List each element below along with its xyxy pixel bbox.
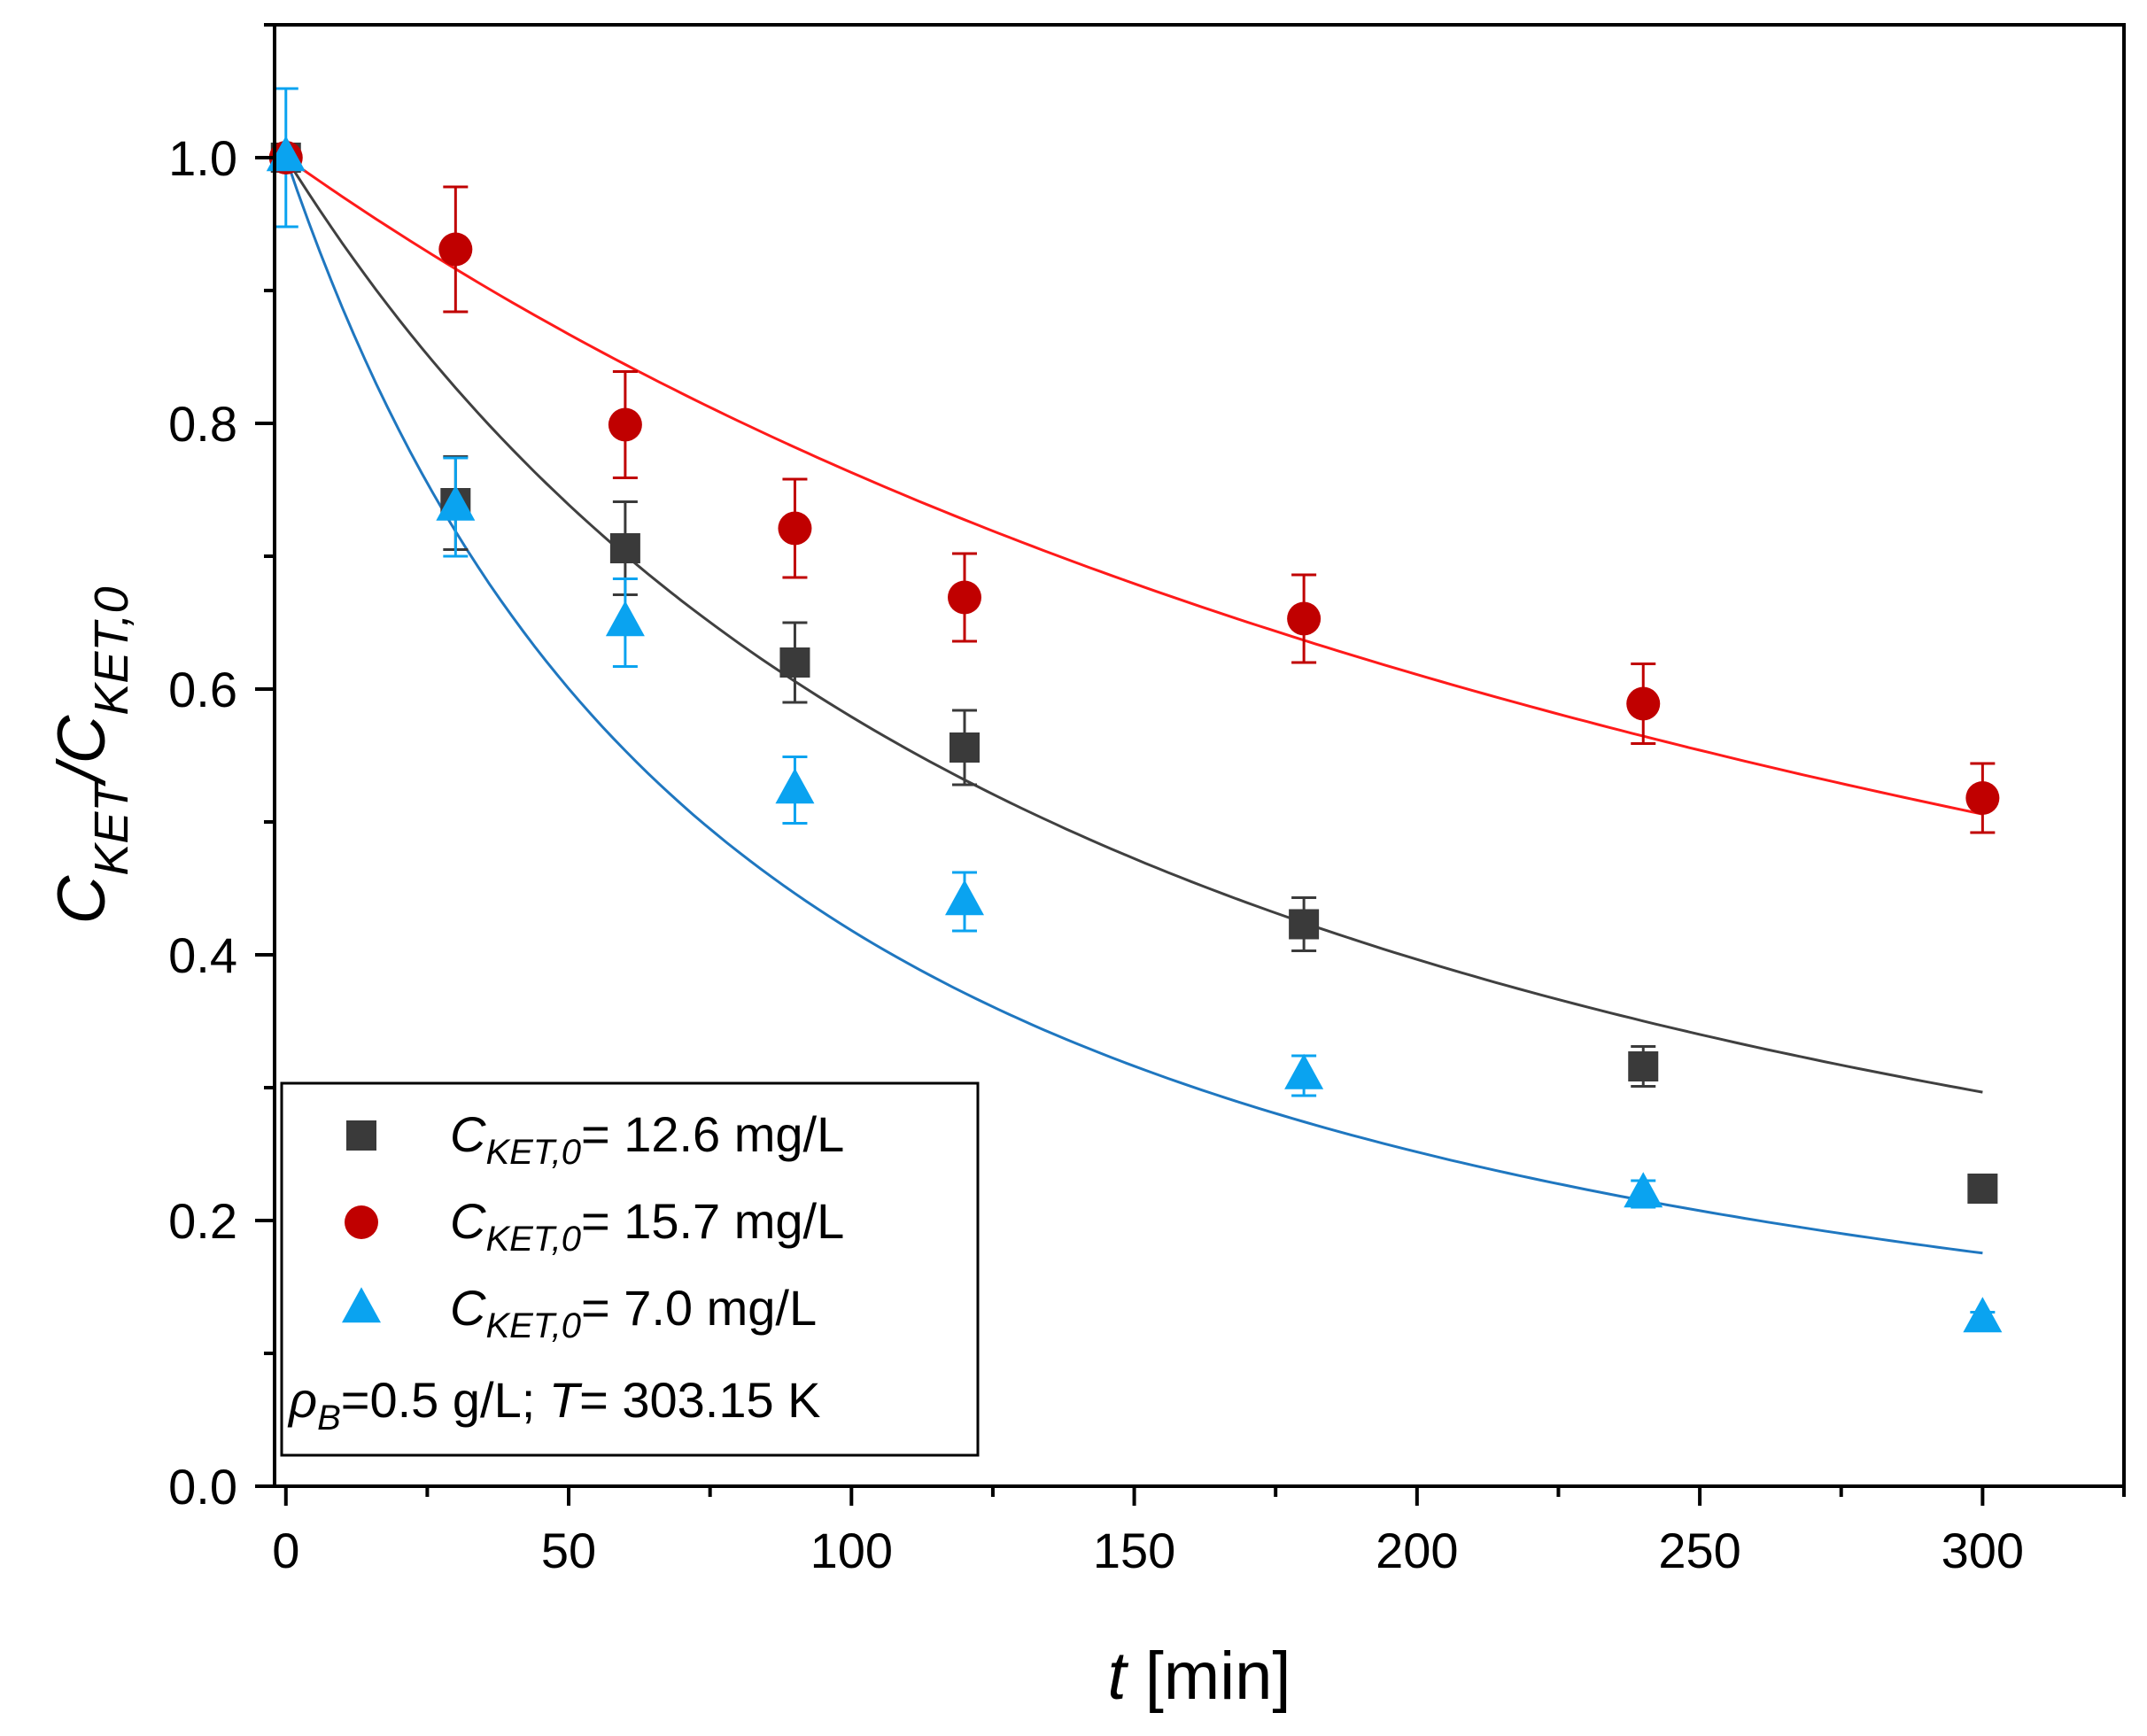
- legend-box: [280, 1081, 980, 1457]
- legend-markers: [342, 1120, 381, 1323]
- data-point-1-8: [1967, 1174, 1998, 1204]
- data-points: [266, 136, 2003, 1333]
- data-point-1-6: [1289, 909, 1320, 940]
- fit-curve-2: [284, 156, 1983, 816]
- y-tick-label-4: 0.8: [168, 396, 237, 452]
- legend-marker-2: [345, 1205, 378, 1239]
- y-tick-label-2: 0.4: [168, 927, 237, 983]
- condition-annotation: ρB=0.5 g/L; T= 303.15 K: [287, 1372, 821, 1438]
- y-axis-sub: KET: [85, 779, 138, 876]
- x-tick-label-200: 200: [1376, 1523, 1458, 1578]
- legend-marker-1: [346, 1120, 376, 1151]
- fit-curves: [284, 156, 1983, 1255]
- legend-label-3: CKET,0= 7.0 mg/L: [450, 1280, 817, 1345]
- x-tick-label-50: 50: [541, 1523, 596, 1578]
- x-tick-label-150: 150: [1093, 1523, 1175, 1578]
- plot-frame: [273, 23, 2126, 1488]
- data-point-2-3: [608, 407, 642, 442]
- y-tick-label-0: 0.0: [168, 1459, 237, 1515]
- data-point-2-4: [778, 511, 812, 546]
- legend-marker-3: [342, 1287, 381, 1323]
- y-axis-sep: /C: [44, 714, 120, 787]
- y-axis-title: CKET/CKET,0: [44, 586, 138, 924]
- legend: CKET,0= 12.6 mg/L CKET,0= 15.7 mg/L CKET…: [280, 1081, 980, 1457]
- x-tick-label-100: 100: [810, 1523, 893, 1578]
- y-tick-label-3: 0.6: [168, 662, 237, 717]
- data-point-3-4: [775, 768, 815, 804]
- x-tick-label-250: 250: [1658, 1523, 1740, 1578]
- data-point-3-2: [436, 484, 476, 521]
- data-point-2-5: [948, 580, 982, 615]
- data-point-3-3: [605, 601, 645, 637]
- x-axis-title: t [min]: [1108, 1639, 1291, 1714]
- data-point-3-5: [945, 880, 985, 916]
- data-point-1-3: [609, 533, 640, 563]
- tick-labels: 0 50 100 150 200 250 300 0.0 0.2 0.4 0.6 0.8 1.0: [168, 130, 2024, 1578]
- data-point-2-2: [438, 232, 473, 267]
- x-axis-unit: [min]: [1127, 1639, 1291, 1714]
- legend-label-1: CKET,0= 12.6 mg/L: [450, 1106, 844, 1172]
- legend-label-2: CKET,0= 15.7 mg/L: [450, 1193, 844, 1259]
- y-axis-main: C: [44, 875, 120, 925]
- data-point-1-7: [1628, 1051, 1659, 1081]
- x-tick-label-300: 300: [1942, 1523, 2024, 1578]
- data-point-3-7: [1624, 1172, 1663, 1208]
- axis-ticks: [255, 23, 2126, 1506]
- fit-curve-3: [284, 157, 1983, 1255]
- fit-curve-1: [284, 157, 1983, 1094]
- data-point-2-6: [1287, 601, 1322, 636]
- data-point-1-4: [779, 647, 810, 678]
- data-point-3-6: [1284, 1053, 1324, 1089]
- y-tick-label-5: 1.0: [168, 130, 237, 186]
- data-point-1-5: [949, 732, 980, 763]
- x-axis-var: t: [1108, 1639, 1129, 1714]
- data-point-2-8: [1965, 781, 2000, 815]
- data-point-2-7: [1626, 686, 1661, 721]
- x-tick-label-0: 0: [272, 1523, 299, 1578]
- y-tick-label-1: 0.2: [168, 1193, 237, 1249]
- y-axis-sub2: KET,0: [85, 586, 138, 715]
- data-point-3-8: [1963, 1297, 2003, 1333]
